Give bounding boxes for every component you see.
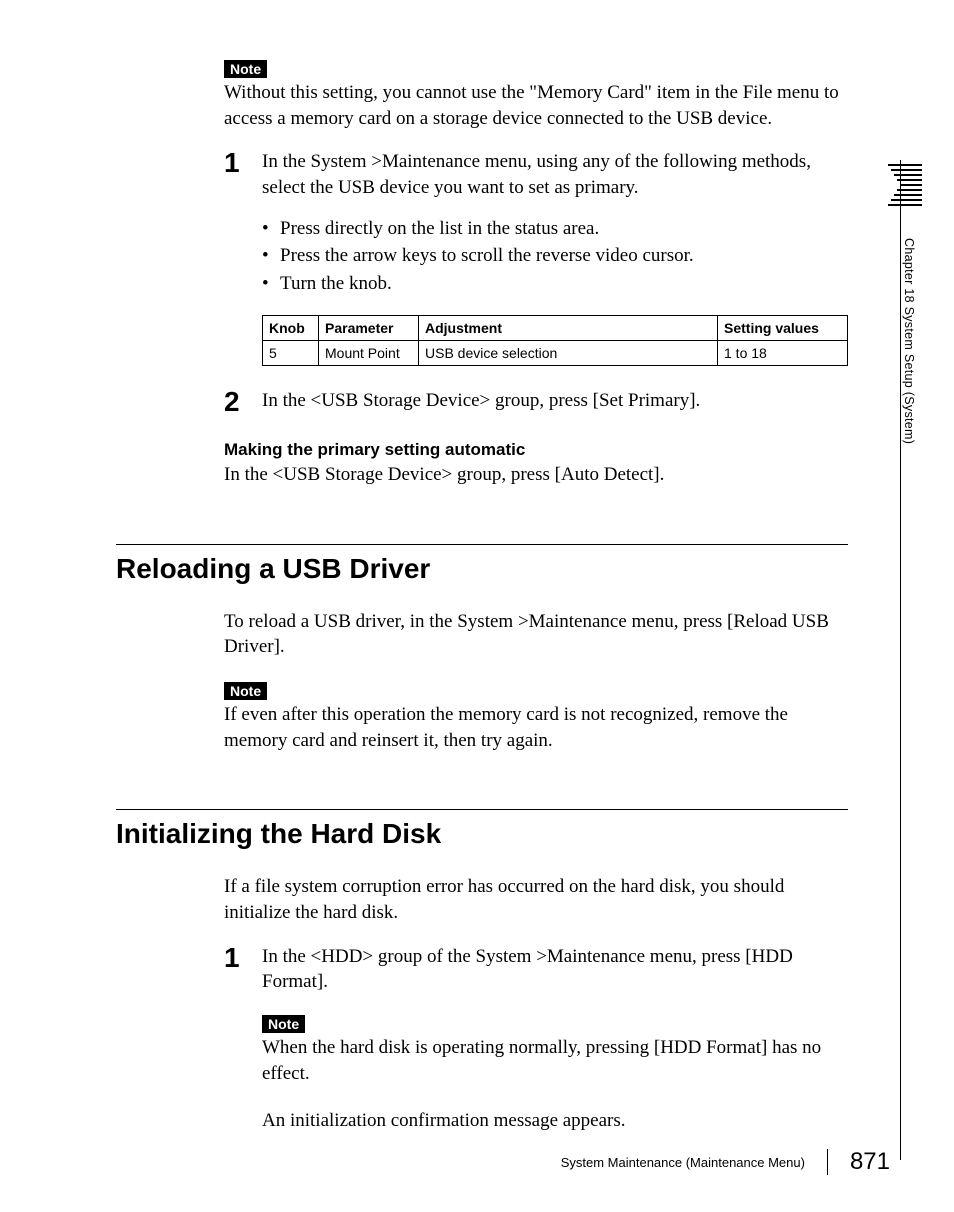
page: Chapter 18 System Setup (System) Note Wi… — [0, 0, 954, 1212]
table-header-row: Knob Parameter Adjustment Setting values — [263, 316, 848, 341]
init-after-text: An initialization confirmation message a… — [262, 1108, 848, 1134]
col-header-parameter: Parameter — [319, 316, 419, 341]
col-header-adjustment: Adjustment — [419, 316, 718, 341]
step-2: 2 In the <USB Storage Device> group, pre… — [224, 388, 848, 416]
bullet-text: Press the arrow keys to scroll the rever… — [280, 242, 694, 270]
step-2-text: In the <USB Storage Device> group, press… — [262, 388, 848, 416]
footer-title: System Maintenance (Maintenance Menu) — [561, 1155, 805, 1170]
section-title-init: Initializing the Hard Disk — [116, 818, 848, 850]
page-number: 871 — [850, 1148, 890, 1176]
init-body: If a file system corruption error has oc… — [224, 874, 848, 925]
col-header-knob: Knob — [263, 316, 319, 341]
step-number: 1 — [224, 149, 262, 200]
reload-body: To reload a USB driver, in the System >M… — [224, 609, 848, 660]
list-item: • Press the arrow keys to scroll the rev… — [262, 242, 848, 270]
side-chapter-label: Chapter 18 System Setup (System) — [902, 238, 916, 444]
bullet-dot: • — [262, 215, 280, 243]
init-step-1: 1 In the <HDD> group of the System >Main… — [224, 944, 848, 995]
cell-setting: 1 to 18 — [718, 341, 848, 366]
note-block: Note — [262, 1015, 848, 1035]
note-block: Note — [224, 682, 848, 702]
footer: System Maintenance (Maintenance Menu) 87… — [561, 1148, 890, 1176]
bullet-dot: • — [262, 242, 280, 270]
col-header-setting: Setting values — [718, 316, 848, 341]
step-number: 2 — [224, 388, 262, 416]
step-number: 1 — [224, 944, 262, 995]
section-rule — [116, 544, 848, 545]
cell-knob: 5 — [263, 341, 319, 366]
margin-rule — [900, 160, 901, 1160]
bullet-dot: • — [262, 270, 280, 298]
note-text: Without this setting, you cannot use the… — [224, 80, 848, 131]
note-badge: Note — [224, 60, 267, 78]
cell-parameter: Mount Point — [319, 341, 419, 366]
table-row: 5 Mount Point USB device selection 1 to … — [263, 341, 848, 366]
step-1: 1 In the System >Maintenance menu, using… — [224, 149, 848, 200]
parameter-table: Knob Parameter Adjustment Setting values… — [262, 315, 848, 366]
reload-note-text: If even after this operation the memory … — [224, 702, 848, 753]
init-step-1-text: In the <HDD> group of the System >Mainte… — [262, 944, 848, 995]
cell-adjustment: USB device selection — [419, 341, 718, 366]
section-rule — [116, 809, 848, 810]
thumb-tab-bars — [888, 164, 922, 206]
init-note-text: When the hard disk is operating normally… — [262, 1035, 848, 1086]
thumb-tab — [888, 164, 924, 224]
footer-divider — [827, 1149, 828, 1175]
note-badge: Note — [224, 682, 267, 700]
step-1-text: In the System >Maintenance menu, using a… — [262, 149, 848, 200]
sub-heading: Making the primary setting automatic — [224, 440, 848, 460]
list-item: • Turn the knob. — [262, 270, 848, 298]
list-item: • Press directly on the list in the stat… — [262, 215, 848, 243]
sub-body: In the <USB Storage Device> group, press… — [224, 462, 848, 488]
section-title-reload: Reloading a USB Driver — [116, 553, 848, 585]
bullet-text: Turn the knob. — [280, 270, 392, 298]
note-badge: Note — [262, 1015, 305, 1033]
bullet-text: Press directly on the list in the status… — [280, 215, 599, 243]
content-area: Note Without this setting, you cannot us… — [116, 60, 848, 1134]
bullet-list: • Press directly on the list in the stat… — [262, 215, 848, 298]
note-block: Note — [224, 60, 848, 80]
